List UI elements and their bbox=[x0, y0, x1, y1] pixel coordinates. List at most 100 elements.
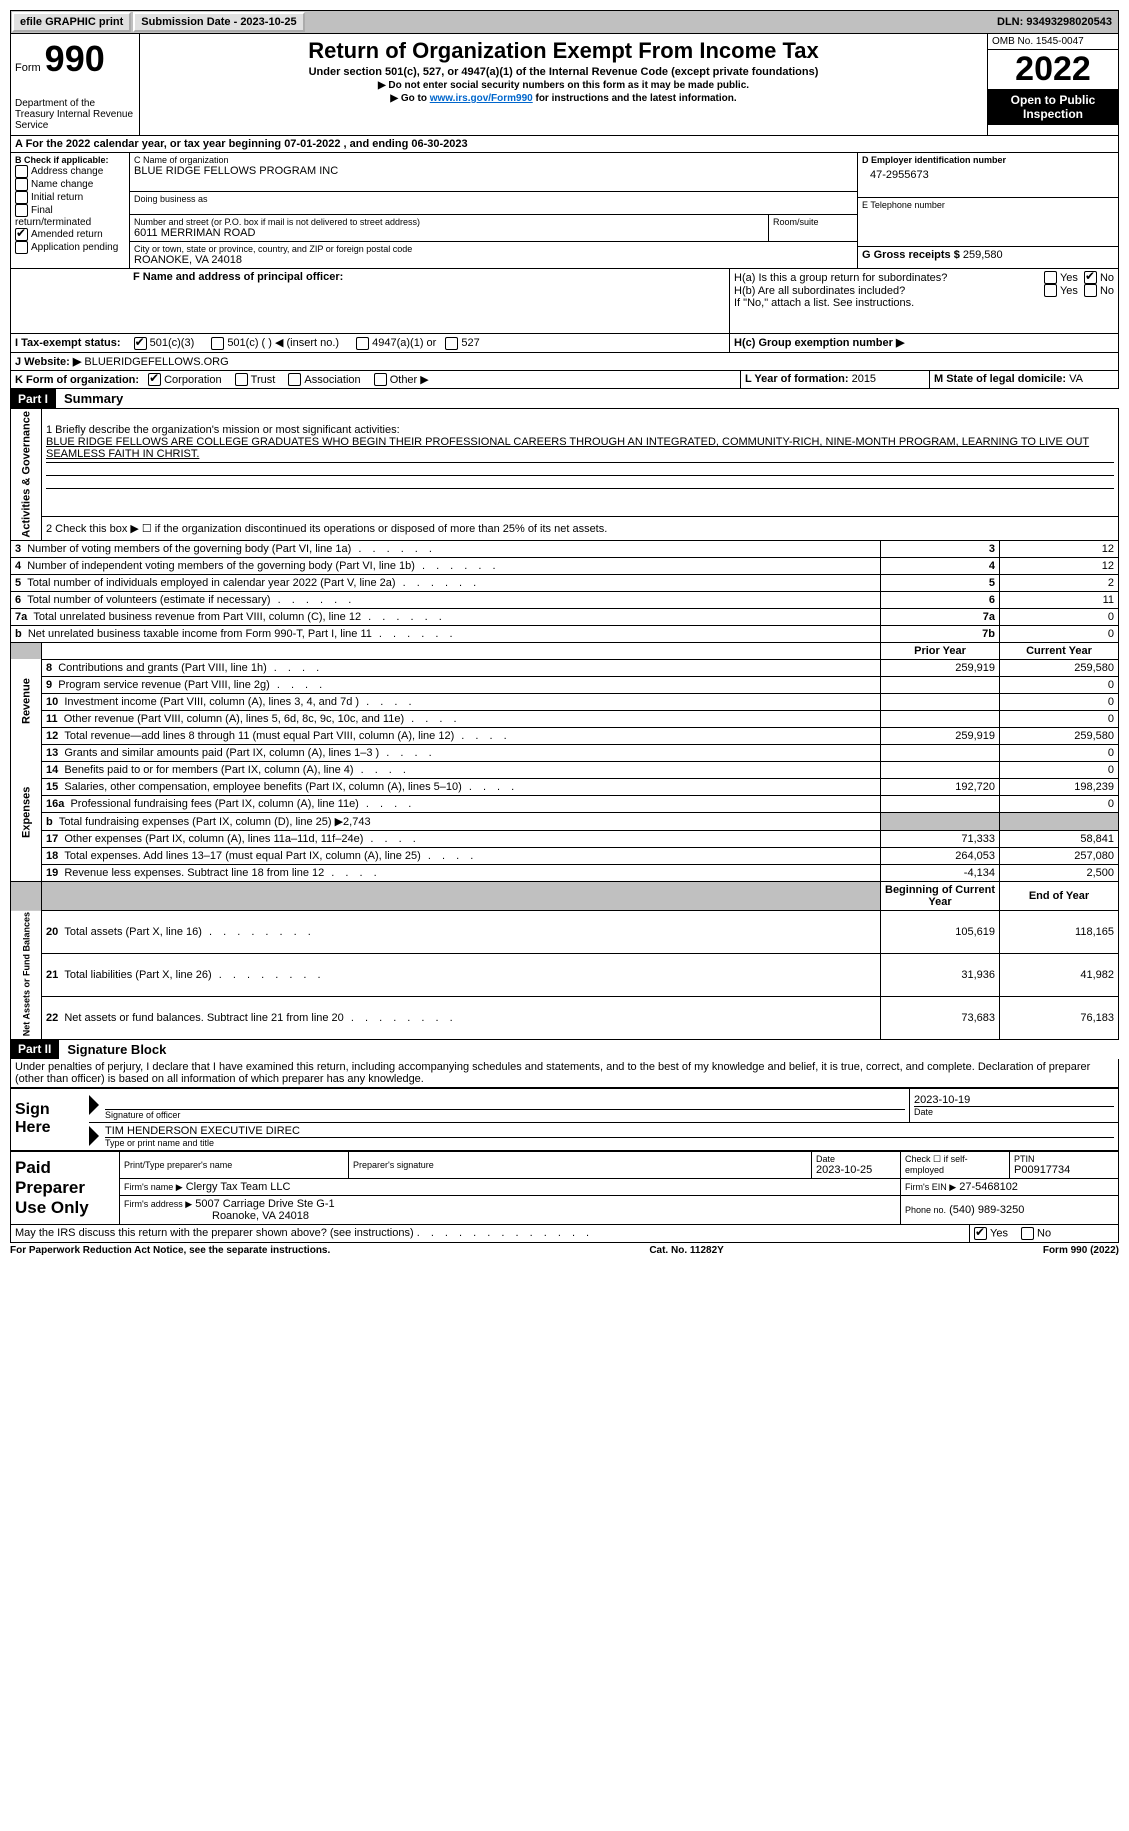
ha-yes-checkbox[interactable] bbox=[1044, 271, 1057, 284]
corp-checkbox[interactable] bbox=[148, 373, 161, 386]
mission-text: BLUE RIDGE FELLOWS ARE COLLEGE GRADUATES… bbox=[46, 436, 1114, 463]
current-year-hdr: Current Year bbox=[1000, 642, 1119, 659]
website-value: BLUERIDGEFELLOWS.ORG bbox=[84, 356, 228, 368]
part-ii-num: Part II bbox=[10, 1040, 59, 1058]
dba-label: Doing business as bbox=[134, 194, 853, 204]
l2-text: 2 Check this box ▶ ☐ if the organization… bbox=[42, 517, 1119, 541]
firm-ein-label: Firm's EIN ▶ bbox=[905, 1182, 956, 1192]
officer-name: TIM HENDERSON EXECUTIVE DIREC bbox=[105, 1125, 1114, 1137]
box-b-check-2[interactable] bbox=[15, 191, 28, 204]
footer-right: Form 990 (2022) bbox=[1043, 1245, 1119, 1256]
501c-checkbox[interactable] bbox=[211, 337, 224, 350]
box-e-label: E Telephone number bbox=[862, 200, 1114, 210]
box-i-label: I Tax-exempt status: bbox=[15, 337, 121, 349]
527-checkbox[interactable] bbox=[445, 337, 458, 350]
line-a: A For the 2022 calendar year, or tax yea… bbox=[10, 136, 1119, 153]
box-c-label: C Name of organization bbox=[134, 155, 853, 165]
box-b-check-4[interactable] bbox=[15, 228, 28, 241]
box-b: B Check if applicable: Address changeNam… bbox=[11, 153, 130, 268]
assoc-checkbox[interactable] bbox=[288, 373, 301, 386]
501c3-checkbox[interactable] bbox=[134, 337, 147, 350]
footer-left: For Paperwork Reduction Act Notice, see … bbox=[10, 1245, 330, 1256]
paid-label: Paid Preparer Use Only bbox=[11, 1151, 120, 1224]
box-g-label: G Gross receipts $ bbox=[862, 249, 960, 261]
trust-checkbox[interactable] bbox=[235, 373, 248, 386]
discuss-no-checkbox[interactable] bbox=[1021, 1227, 1034, 1240]
ptin-value: P00917734 bbox=[1014, 1164, 1114, 1176]
form-990-number: 990 bbox=[45, 38, 105, 80]
end-year-hdr: End of Year bbox=[1000, 881, 1119, 910]
box-k-label: K Form of organization: bbox=[15, 374, 139, 386]
firm-name-label: Firm's name ▶ bbox=[124, 1182, 183, 1192]
h-a-label: H(a) Is this a group return for subordin… bbox=[734, 272, 1044, 284]
j-row: J Website: ▶ BLUERIDGEFELLOWS.ORG bbox=[10, 353, 1119, 371]
other-checkbox[interactable] bbox=[374, 373, 387, 386]
fh-row: F Name and address of principal officer:… bbox=[10, 269, 1119, 334]
self-employed-label: Check ☐ if self-employed bbox=[905, 1154, 1005, 1175]
box-d-label: D Employer identification number bbox=[862, 155, 1114, 165]
org-info-row: B Check if applicable: Address changeNam… bbox=[10, 153, 1119, 269]
preparer-date-label: Date bbox=[816, 1154, 896, 1164]
form-header: Form 990 Department of the Treasury Inte… bbox=[10, 34, 1119, 136]
box-b-label: B Check if applicable: bbox=[15, 155, 125, 165]
4947-checkbox[interactable] bbox=[356, 337, 369, 350]
l1-label: 1 Briefly describe the organization's mi… bbox=[46, 424, 1114, 436]
org-address: 6011 MERRIMAN ROAD bbox=[134, 227, 764, 239]
dln-text: DLN: 93493298020543 bbox=[991, 14, 1118, 30]
line-a-text: A For the 2022 calendar year, or tax yea… bbox=[11, 136, 1118, 152]
summary-table: Activities & Governance 1 Briefly descri… bbox=[10, 408, 1119, 1040]
hb-no-checkbox[interactable] bbox=[1084, 284, 1097, 297]
ha-no-checkbox[interactable] bbox=[1084, 271, 1097, 284]
gross-receipts: 259,580 bbox=[963, 249, 1003, 261]
discuss-text: May the IRS discuss this return with the… bbox=[15, 1227, 414, 1239]
box-f-label: F Name and address of principal officer: bbox=[133, 271, 343, 283]
firm-name: Clergy Tax Team LLC bbox=[186, 1181, 291, 1193]
irs-link[interactable]: www.irs.gov/Form990 bbox=[430, 93, 533, 104]
hb-yes-checkbox[interactable] bbox=[1044, 284, 1057, 297]
box-m-label: M State of legal domicile: bbox=[934, 373, 1066, 385]
h-b-label: H(b) Are all subordinates included? bbox=[734, 285, 1044, 297]
vlabel-ag: Activities & Governance bbox=[11, 409, 42, 541]
box-b-check-0[interactable] bbox=[15, 165, 28, 178]
sign-table: Sign Here Signature of officer 2023-10-1… bbox=[10, 1088, 1119, 1151]
form-number-box: Form 990 Department of the Treasury Inte… bbox=[11, 34, 140, 135]
subtitle: Under section 501(c), 527, or 4947(a)(1)… bbox=[144, 66, 983, 78]
ptin-label: PTIN bbox=[1014, 1154, 1114, 1164]
box-b-check-5[interactable] bbox=[15, 241, 28, 254]
sig-officer-label: Signature of officer bbox=[105, 1109, 905, 1120]
penalty-text: Under penalties of perjury, I declare th… bbox=[10, 1059, 1119, 1088]
phone-label: Phone no. bbox=[905, 1205, 946, 1215]
open-inspection: Open to Public Inspection bbox=[988, 89, 1118, 125]
beg-year-hdr: Beginning of Current Year bbox=[881, 881, 1000, 910]
firm-addr1: 5007 Carriage Drive Ste G-1 bbox=[195, 1198, 334, 1210]
box-l-label: L Year of formation: bbox=[745, 373, 849, 385]
topbar: efile GRAPHIC print Submission Date - 20… bbox=[10, 10, 1119, 34]
addr-label: Number and street (or P.O. box if mail i… bbox=[134, 217, 764, 227]
omb-number: OMB No. 1545-0047 bbox=[988, 34, 1118, 50]
title-box: Return of Organization Exempt From Incom… bbox=[140, 34, 987, 135]
phone-value: (540) 989-3250 bbox=[949, 1204, 1024, 1216]
org-city: ROANOKE, VA 24018 bbox=[134, 254, 853, 266]
paid-preparer-table: Paid Preparer Use Only Print/Type prepar… bbox=[10, 1151, 1119, 1225]
sig-date-label: Date bbox=[914, 1106, 1114, 1117]
part-ii-title: Signature Block bbox=[59, 1040, 1119, 1059]
sig-arrow-icon-2 bbox=[89, 1126, 99, 1146]
box-b-check-3[interactable] bbox=[15, 204, 28, 217]
box-j-label: J Website: ▶ bbox=[15, 356, 81, 368]
prior-year-hdr: Prior Year bbox=[881, 642, 1000, 659]
instr-link: ▶ Go to www.irs.gov/Form990 for instruct… bbox=[144, 93, 983, 104]
i-row: I Tax-exempt status: 501(c)(3) 501(c) ( … bbox=[10, 334, 1119, 353]
box-b-check-1[interactable] bbox=[15, 178, 28, 191]
submission-date-button[interactable]: Submission Date - 2023-10-25 bbox=[133, 12, 304, 32]
footer: For Paperwork Reduction Act Notice, see … bbox=[10, 1243, 1119, 1256]
part-i-title: Summary bbox=[56, 389, 1119, 408]
room-label: Room/suite bbox=[773, 217, 853, 227]
officer-name-label: Type or print name and title bbox=[105, 1137, 1114, 1148]
box-c: C Name of organization BLUE RIDGE FELLOW… bbox=[130, 153, 858, 268]
firm-addr2: Roanoke, VA 24018 bbox=[212, 1210, 309, 1222]
firm-addr-label: Firm's address ▶ bbox=[124, 1199, 192, 1209]
tax-year: 2022 bbox=[988, 50, 1118, 89]
efile-print-button[interactable]: efile GRAPHIC print bbox=[12, 12, 131, 32]
discuss-yes-checkbox[interactable] bbox=[974, 1227, 987, 1240]
sig-arrow-icon bbox=[89, 1095, 99, 1115]
